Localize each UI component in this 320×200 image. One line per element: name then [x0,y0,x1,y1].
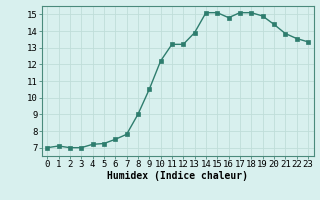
X-axis label: Humidex (Indice chaleur): Humidex (Indice chaleur) [107,171,248,181]
